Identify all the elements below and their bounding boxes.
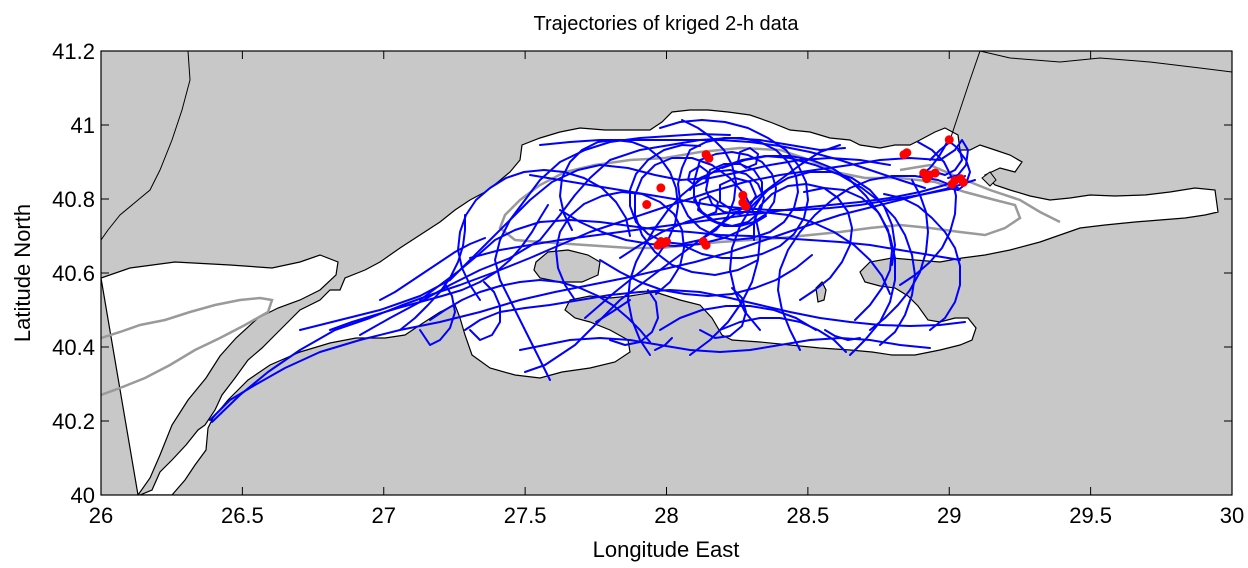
trajectory: [529, 174, 976, 211]
endpoint-marker: [701, 240, 711, 250]
y-tick-label: 40: [71, 483, 95, 508]
trajectory: [629, 119, 737, 245]
trajectory: [687, 165, 709, 187]
y-tick-label: 40.4: [52, 335, 95, 360]
eastern-coastline: [949, 51, 981, 141]
trajectory: [719, 177, 757, 211]
endpoint-marker: [922, 174, 932, 184]
trajectory: [699, 287, 747, 339]
trajectory: [654, 337, 673, 351]
endpoint-marker: [930, 168, 940, 178]
endpoint-marker: [662, 237, 671, 247]
x-tick-label: 28.5: [786, 503, 829, 528]
endpoint-markers: [642, 135, 968, 250]
trajectory: [599, 254, 813, 297]
y-axis: 40 40.2 40.4 40.6 40.8 41 41.2: [52, 39, 1232, 508]
trajectory: [619, 211, 891, 295]
trajectory: [419, 281, 456, 346]
y-axis-label: Latitude North: [10, 204, 35, 342]
y-tick-label: 41: [71, 113, 95, 138]
trajectory: [659, 305, 817, 331]
x-tick-label: 28: [654, 503, 678, 528]
trajectory: [729, 171, 896, 331]
endpoint-marker: [738, 190, 748, 200]
marmara-island: [533, 249, 601, 283]
trajectory: [419, 219, 961, 301]
trajectory: [883, 193, 961, 331]
trajectory: [753, 183, 853, 301]
trajectory: [429, 279, 651, 343]
trajectory: [464, 289, 966, 331]
trajectory: [399, 214, 466, 331]
endpoint-marker: [944, 135, 954, 145]
trajectory: [677, 137, 799, 241]
endpoint-marker: [958, 177, 968, 187]
endpoint-marker: [653, 240, 663, 250]
trajectory: [947, 149, 971, 191]
trajectory: [469, 281, 501, 341]
x-tick-label: 29: [937, 503, 961, 528]
y-tick-label: 40.6: [52, 261, 95, 286]
princes-islands: [981, 171, 997, 187]
y-tick-label: 40.8: [52, 187, 95, 212]
endpoint-marker: [947, 179, 957, 189]
trajectory: [697, 195, 719, 217]
trajectory: [595, 299, 631, 323]
trajectory: [689, 169, 765, 227]
trajectory: [209, 187, 956, 421]
trajectory: [721, 155, 896, 356]
isobath-west: [101, 296, 274, 397]
endpoint-marker: [704, 153, 714, 163]
trajectory: [539, 139, 926, 189]
chart-title: Trajectories of kriged 2-h data: [534, 13, 800, 35]
endpoint-marker: [741, 201, 751, 211]
x-axis-label: Longitude East: [593, 537, 740, 562]
northern-coastline: [101, 51, 191, 241]
trajectory: [559, 139, 679, 319]
x-axis: 26 26.5 27 27.5 28 28.5 29 29.5 30: [89, 51, 1244, 528]
trajectory: [359, 137, 846, 336]
trajectory: [379, 237, 486, 301]
trajectory: [329, 204, 549, 331]
endpoint-marker: [642, 200, 652, 210]
isobath-basin: [498, 146, 1022, 250]
y-tick-label: 41.2: [52, 39, 95, 64]
trajectory: [737, 147, 759, 169]
x-tick-label: 26.5: [221, 503, 264, 528]
y-tick-label: 40.2: [52, 409, 95, 434]
x-tick-label: 27.5: [504, 503, 547, 528]
trajectory: [824, 329, 861, 341]
trajectory: [869, 179, 929, 331]
trajectory: [899, 141, 957, 286]
x-tick-label: 30: [1220, 503, 1244, 528]
x-tick-label: 29.5: [1069, 503, 1112, 528]
endpoint-marker: [902, 148, 912, 158]
x-tick-label: 26: [89, 503, 113, 528]
trajectory: [555, 191, 685, 301]
plot-area: [101, 51, 1232, 495]
trajectory: [634, 157, 761, 356]
eastern-land-edge: [979, 51, 1232, 73]
trajectory: [609, 289, 659, 346]
trajectory: [803, 187, 893, 321]
trajectory: [705, 163, 763, 215]
sea-of-marmara: [101, 109, 1219, 495]
isobath-east: [899, 163, 1061, 224]
trajectory-group: [209, 119, 976, 423]
trajectory: [777, 175, 959, 351]
trajectory: [494, 133, 731, 381]
x-tick-label: 27: [372, 503, 396, 528]
endpoint-marker: [656, 183, 666, 193]
